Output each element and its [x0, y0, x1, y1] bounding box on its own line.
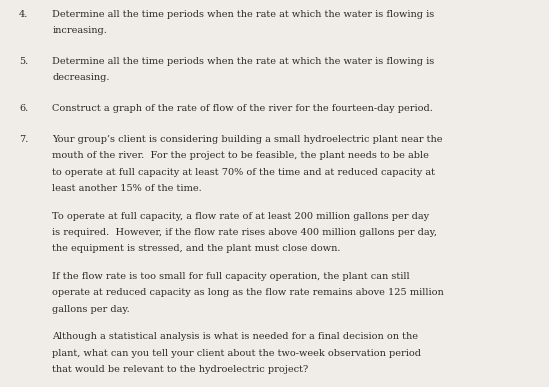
Text: If the flow rate is too small for full capacity operation, the plant can still: If the flow rate is too small for full c… [52, 272, 410, 281]
Text: Determine all the time periods when the rate at which the water is flowing is: Determine all the time periods when the … [52, 57, 434, 66]
Text: 6.: 6. [19, 104, 29, 113]
Text: Although a statistical analysis is what is needed for a final decision on the: Although a statistical analysis is what … [52, 332, 418, 341]
Text: 5.: 5. [19, 57, 29, 66]
Text: Construct a graph of the rate of flow of the river for the fourteen-day period.: Construct a graph of the rate of flow of… [52, 104, 433, 113]
Text: Your group’s client is considering building a small hydroelectric plant near the: Your group’s client is considering build… [52, 135, 442, 144]
Text: decreasing.: decreasing. [52, 73, 110, 82]
Text: To operate at full capacity, a flow rate of at least 200 million gallons per day: To operate at full capacity, a flow rate… [52, 212, 429, 221]
Text: to operate at full capacity at least 70% of the time and at reduced capacity at: to operate at full capacity at least 70%… [52, 168, 435, 176]
Text: 4.: 4. [19, 10, 29, 19]
Text: plant, what can you tell your client about the two-week observation period: plant, what can you tell your client abo… [52, 349, 421, 358]
Text: mouth of the river.  For the project to be feasible, the plant needs to be able: mouth of the river. For the project to b… [52, 151, 429, 160]
Text: that would be relevant to the hydroelectric project?: that would be relevant to the hydroelect… [52, 365, 309, 374]
Text: least another 15% of the time.: least another 15% of the time. [52, 184, 202, 193]
Text: operate at reduced capacity as long as the flow rate remains above 125 million: operate at reduced capacity as long as t… [52, 288, 444, 297]
Text: 7.: 7. [19, 135, 29, 144]
Text: the equipment is stressed, and the plant must close down.: the equipment is stressed, and the plant… [52, 244, 341, 253]
Text: Determine all the time periods when the rate at which the water is flowing is: Determine all the time periods when the … [52, 10, 434, 19]
Text: gallons per day.: gallons per day. [52, 305, 130, 313]
Text: increasing.: increasing. [52, 26, 107, 35]
Text: is required.  However, if the flow rate rises above 400 million gallons per day,: is required. However, if the flow rate r… [52, 228, 437, 237]
